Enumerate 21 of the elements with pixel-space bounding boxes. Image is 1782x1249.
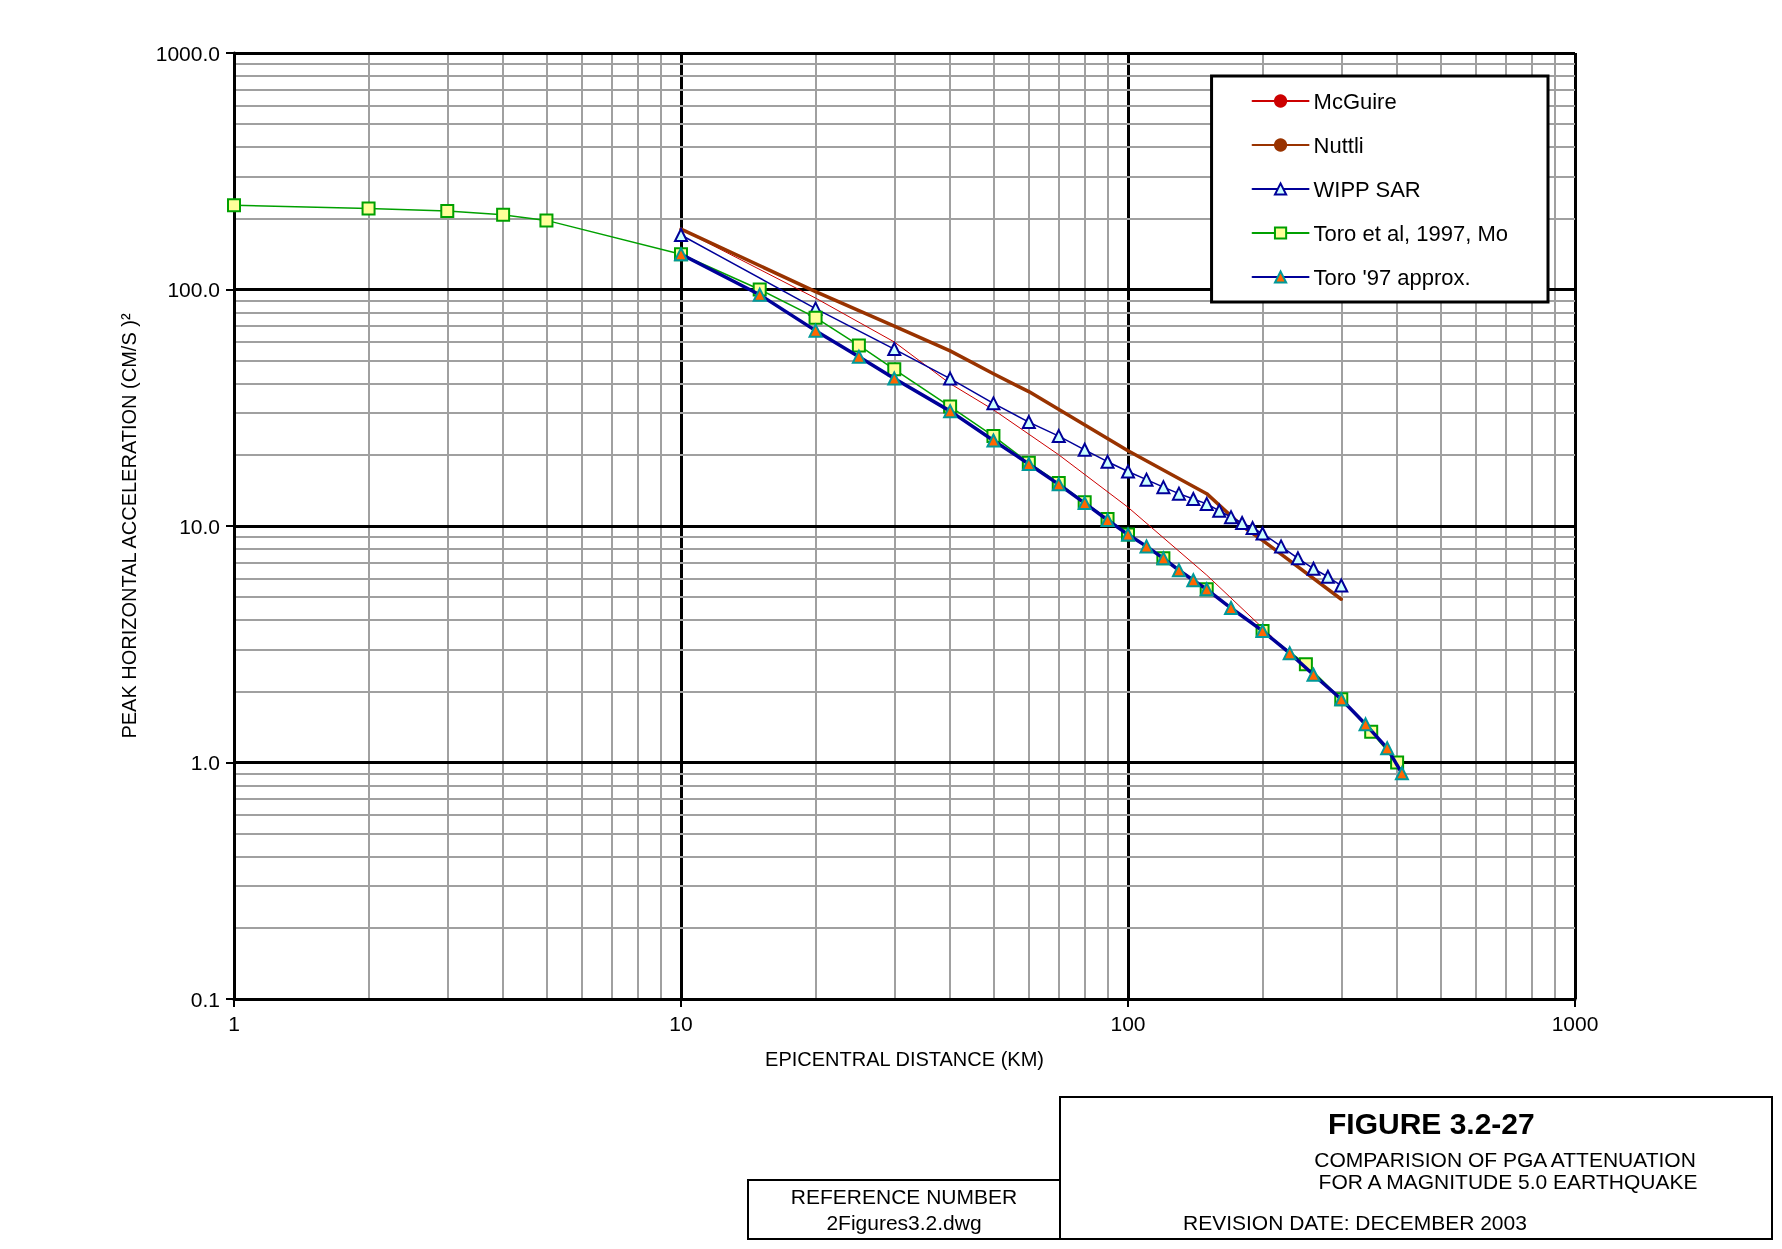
text: 2Figures3.2.dwg [826, 1211, 982, 1234]
text: COMPARISION OF PGA ATTENUATION FOR A MAGNITUDE 5.0 EARTHQUAKE [1314, 1147, 1702, 1193]
legend-label: Nuttli [1313, 132, 1364, 158]
legend-label: Toro et al, 1997, Mo [1313, 220, 1509, 246]
legend-label: McGuire [1313, 88, 1397, 114]
y-tick-label: 0.1 [190, 987, 220, 1011]
y-tick-label: 10.0 [179, 514, 220, 538]
text: FIGURE 3.2-27 [1328, 1106, 1535, 1140]
x-tick-label: 1000 [1551, 1012, 1599, 1035]
x-tick-label: 10 [669, 1012, 693, 1035]
legend-label: WIPP SAR [1313, 176, 1421, 202]
y-tick-label: 100.0 [167, 278, 220, 301]
y-tick-label: 1.0 [190, 751, 220, 774]
y-tick-label: 1000.0 [155, 41, 220, 65]
y-axis-title: PEAK HORIZONTAL ACCELERATION (CM/S )² [118, 313, 140, 739]
text: REVISION DATE: DECEMBER 2003 [1183, 1211, 1527, 1234]
x-axis-title: EPICENTRAL DISTANCE (KM) [765, 1048, 1044, 1070]
x-tick-label: 100 [1110, 1012, 1146, 1035]
legend-label: Toro '97 approx. [1313, 264, 1471, 290]
text: REFERENCE NUMBER [790, 1185, 1018, 1208]
x-tick-label: 1 [228, 1012, 240, 1035]
